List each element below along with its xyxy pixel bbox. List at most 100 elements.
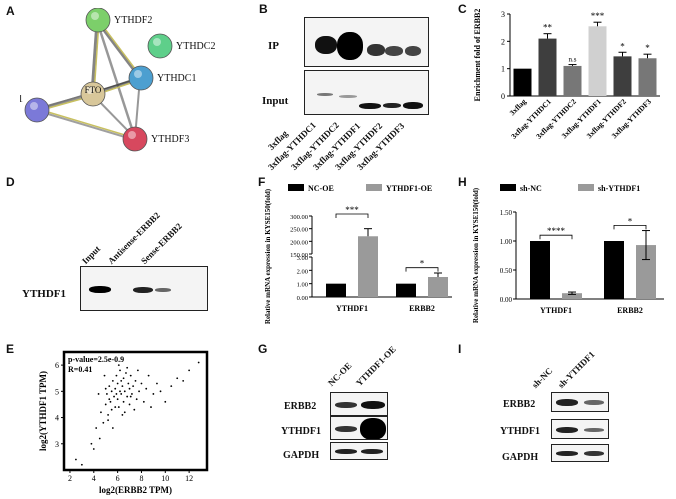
chart-f-ytick-bottom-label-1: 1.00	[297, 282, 308, 289]
chart-h-sig-1: *	[628, 216, 633, 226]
chart-c-ylabel: Enrichment fold of ERBB2	[473, 9, 482, 102]
chart-e-point-35	[131, 393, 133, 395]
chart-h-bar-0-1	[562, 293, 582, 299]
chart-e-point-53	[107, 419, 109, 422]
chart-e-point-63	[111, 427, 114, 429]
chart-e-point-32	[128, 387, 131, 390]
interaction-network: YTHDF2 YTHDC2 FTO YTHDC1 YTHDF1 YTHDF3	[20, 8, 215, 152]
chart-e-point-55	[121, 414, 124, 416]
chart-e-ylabel: log2(YTHDF1 TPM)	[38, 371, 48, 451]
chart-e-point-40	[140, 382, 143, 385]
chart-h-ytick-label-1: 0.50	[500, 267, 513, 275]
chart-e-point-51	[188, 369, 191, 372]
chart-e-point-44	[152, 393, 155, 395]
chart-e-point-64	[123, 411, 126, 414]
chart-e-point-46	[159, 390, 162, 393]
network-node-5	[122, 126, 148, 152]
network-node-highlight-2	[86, 86, 94, 94]
chart-e-annotation-r: R=0.41	[68, 365, 92, 374]
chart-e-ytick-label-1: 4	[55, 414, 59, 423]
chart-e-point-54	[114, 406, 117, 408]
chart-e-point-33	[128, 403, 131, 406]
chart-e-point-45	[156, 382, 158, 385]
blot-i-row-1: YTHDF1	[500, 426, 540, 437]
chart-e-point-22	[119, 390, 121, 393]
chart-h-legend-label-1: sh-YTHDF1	[598, 184, 640, 193]
chart-c-sig-1: **	[543, 23, 553, 33]
panel-label-e: E	[6, 342, 15, 356]
chart-f-oe-expression: NC-OE YTHDF1-OE 150.00 200.00 250.00 300.00 0.…	[264, 184, 452, 324]
chart-e-point-39	[138, 390, 140, 393]
chart-e-scatter: 2 4 6 8 10 12 3 4 5 6 p-value=2.5e-0.9R=0.41 log2(E…	[38, 350, 209, 495]
chart-e-point-47	[164, 400, 167, 403]
chart-e-point-69	[115, 393, 118, 395]
blot-g-row-0: ERBB2	[284, 401, 317, 412]
chart-e-point-11	[108, 385, 111, 387]
chart-e-point-1	[80, 463, 83, 466]
chart-e-point-0	[75, 458, 77, 461]
chart-e-point-13	[110, 390, 113, 393]
chart-e-ytick-label-3: 6	[55, 361, 59, 370]
chart-h-ytick-label-3: 1.50	[500, 209, 513, 217]
blot-g-lane-0: NC-OE	[325, 360, 354, 388]
chart-e-xtick-label-4: 10	[161, 474, 169, 483]
chart-e-point-10	[107, 414, 109, 416]
chart-e-point-27	[122, 377, 125, 380]
blot-d-row-ythdf1: YTHDF1	[22, 288, 66, 300]
chart-e-point-57	[150, 406, 152, 408]
chart-h-xtick-label-0: YTHDF1	[540, 306, 572, 315]
chart-e-point-28	[123, 390, 126, 393]
panel-label-f: F	[258, 175, 266, 189]
chart-e-point-36	[132, 385, 135, 387]
chart-e-point-21	[117, 406, 120, 408]
chart-c-bar-2	[563, 65, 582, 96]
panel-label-i: I	[458, 342, 462, 356]
chart-e-point-43	[147, 374, 150, 377]
chart-f-legend-label-1: YTHDF1-OE	[386, 184, 432, 193]
chart-e-point-25	[121, 385, 124, 387]
chart-e-ytick-label-0: 3	[55, 440, 59, 449]
chart-e-point-15	[111, 379, 114, 382]
chart-e-xtick-label-2: 6	[116, 474, 120, 483]
network-node-2	[80, 81, 106, 107]
network-node-label-3: YTHDC1	[157, 73, 196, 84]
chart-c-sig-4: *	[620, 41, 625, 51]
chart-e-point-38	[135, 398, 138, 401]
chart-h-sig-bracket-0	[539, 234, 573, 240]
chart-f-bar-0-0	[326, 283, 346, 297]
chart-e-point-31	[127, 382, 130, 385]
network-node-4	[24, 97, 50, 123]
network-node-3	[128, 65, 154, 91]
network-node-highlight-0	[91, 12, 99, 20]
blot-g-lane-1: YTHDF1-OE	[353, 344, 398, 388]
chart-f-ytick-top-label-0: 150.00	[290, 252, 308, 259]
blot-g-ythdf1	[330, 416, 388, 440]
chart-e-frame	[62, 350, 209, 472]
chart-c-bar-3	[588, 26, 607, 96]
network-node-0	[85, 8, 111, 33]
chart-c-sig-2: n.s	[569, 56, 577, 64]
chart-c-bar-5	[638, 58, 657, 96]
network-node-label-0: YTHDF2	[114, 15, 152, 26]
chart-e-point-5	[98, 437, 101, 440]
chart-e-xtick-label-0: 2	[68, 474, 72, 483]
blot-b-row-input: Input	[262, 95, 289, 107]
blot-i-lane-0: sh-NC	[529, 365, 555, 390]
network-node-label-5: YTHDF3	[151, 134, 189, 145]
chart-e-point-18	[115, 374, 118, 377]
network-node-highlight-4	[30, 102, 38, 110]
chart-f-ytick-top-label-3: 300.00	[290, 214, 308, 221]
chart-h-bar-1-0	[604, 241, 624, 299]
chart-f-bar-1-0	[396, 283, 416, 297]
chart-e-point-29	[125, 372, 127, 374]
chart-h-bar-0-0	[530, 241, 550, 299]
chart-c-sig-5: *	[645, 43, 650, 53]
chart-e-point-58	[103, 374, 106, 377]
chart-f-legend-swatch-0	[288, 184, 304, 191]
chart-h-sig-0: ****	[547, 226, 566, 236]
chart-f-ytick-top-label-2: 250.00	[290, 227, 308, 234]
network-node-1	[147, 33, 173, 59]
chart-h-sig-bracket-1	[613, 224, 647, 230]
chart-e-point-42	[145, 387, 148, 390]
